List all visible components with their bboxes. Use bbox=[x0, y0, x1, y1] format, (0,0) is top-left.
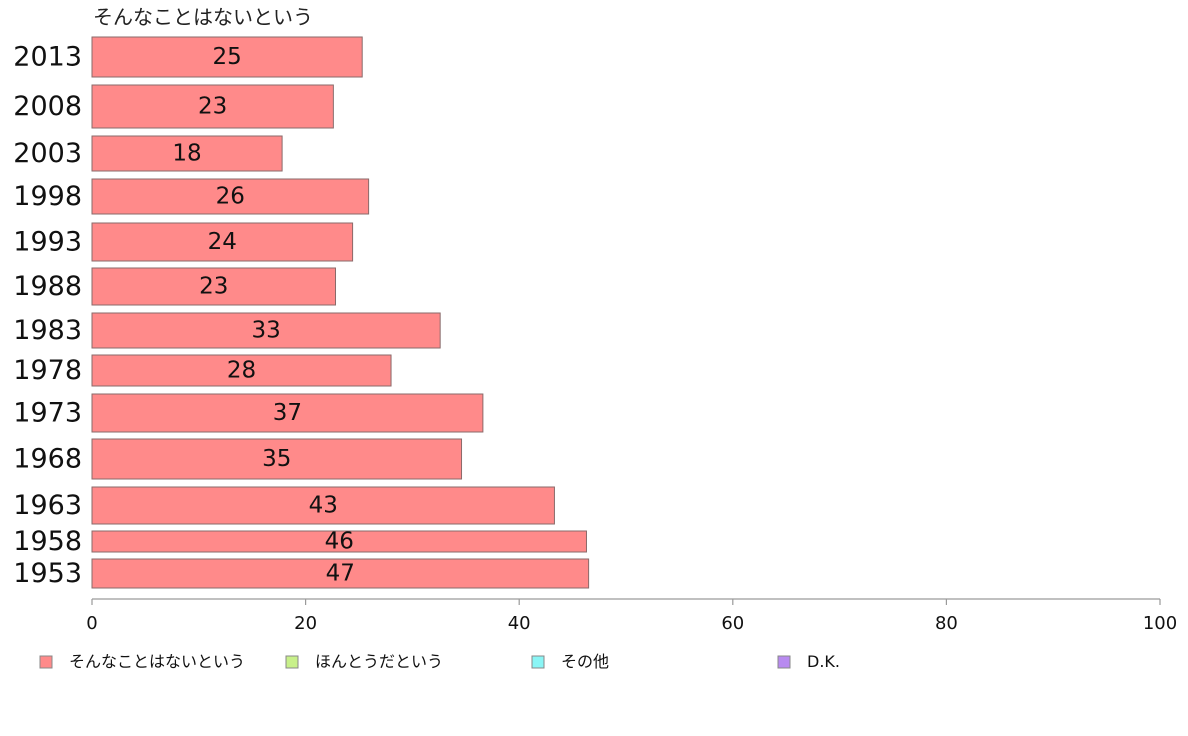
x-tick-label: 60 bbox=[721, 613, 744, 634]
bar-value-label: 35 bbox=[262, 446, 291, 472]
bar bbox=[91, 558, 590, 589]
year-label: 1953 bbox=[13, 558, 82, 589]
bar-value-label: 24 bbox=[208, 229, 237, 255]
bar-value-label: 25 bbox=[212, 44, 241, 70]
bar-value-label: 23 bbox=[198, 94, 227, 120]
year-label: 1998 bbox=[13, 181, 82, 212]
bars: 2013 25 2008 23 2003 18 1998 26 1993 24 1988 23 1983… bbox=[13, 36, 590, 589]
bar bbox=[91, 393, 484, 433]
x-tick-label: 100 bbox=[1143, 613, 1177, 634]
bar bbox=[91, 84, 334, 129]
bar-value-label: 23 bbox=[199, 274, 228, 300]
bar-value-label: 46 bbox=[325, 529, 354, 555]
legend-swatch bbox=[777, 655, 791, 669]
legend-label: その他 bbox=[561, 652, 609, 671]
year-label: 1993 bbox=[13, 227, 82, 258]
bar bbox=[91, 530, 587, 553]
series-title: そんなことはないという bbox=[93, 5, 313, 29]
bar bbox=[91, 438, 463, 480]
year-label: 1988 bbox=[13, 271, 82, 302]
bar-value-label: 43 bbox=[309, 493, 338, 519]
x-tick-label: 80 bbox=[935, 613, 958, 634]
legend-swatch bbox=[285, 655, 299, 669]
year-label: 2008 bbox=[13, 91, 82, 122]
bar-value-label: 37 bbox=[273, 400, 302, 426]
bar bbox=[91, 486, 555, 525]
bar-value-label: 47 bbox=[326, 561, 355, 587]
year-label: 1958 bbox=[13, 526, 82, 557]
year-label: 1978 bbox=[13, 355, 82, 386]
bar-value-label: 18 bbox=[172, 141, 201, 167]
bar bbox=[91, 354, 392, 387]
bar bbox=[91, 178, 370, 215]
x-tick-label: 0 bbox=[86, 613, 97, 634]
bar-value-label: 28 bbox=[227, 358, 256, 384]
year-label: 1963 bbox=[13, 490, 82, 521]
bar-value-label: 26 bbox=[216, 184, 245, 210]
year-label: 2003 bbox=[13, 138, 82, 169]
legend-swatch bbox=[39, 655, 53, 669]
legend-swatch bbox=[531, 655, 545, 669]
bar bbox=[91, 222, 354, 262]
bar bbox=[91, 312, 441, 349]
year-label: 2013 bbox=[13, 42, 82, 73]
bar-value-label: 33 bbox=[251, 318, 280, 344]
year-label: 1973 bbox=[13, 398, 82, 429]
x-tick-label: 20 bbox=[294, 613, 317, 634]
bar bbox=[91, 36, 363, 78]
year-label: 1983 bbox=[13, 315, 82, 346]
legend-label: ほんとうだという bbox=[315, 652, 443, 671]
bar bbox=[91, 135, 283, 172]
legend-label: そんなことはないという bbox=[69, 652, 245, 671]
year-label: 1968 bbox=[13, 444, 82, 475]
legend-label: D.K. bbox=[807, 652, 840, 671]
x-tick-label: 40 bbox=[508, 613, 531, 634]
bar bbox=[91, 267, 337, 306]
legend: そんなことはないという ほんとうだという その他 D.K. bbox=[39, 652, 840, 671]
x-axis: 0 20 40 60 80 100 bbox=[86, 598, 1177, 634]
